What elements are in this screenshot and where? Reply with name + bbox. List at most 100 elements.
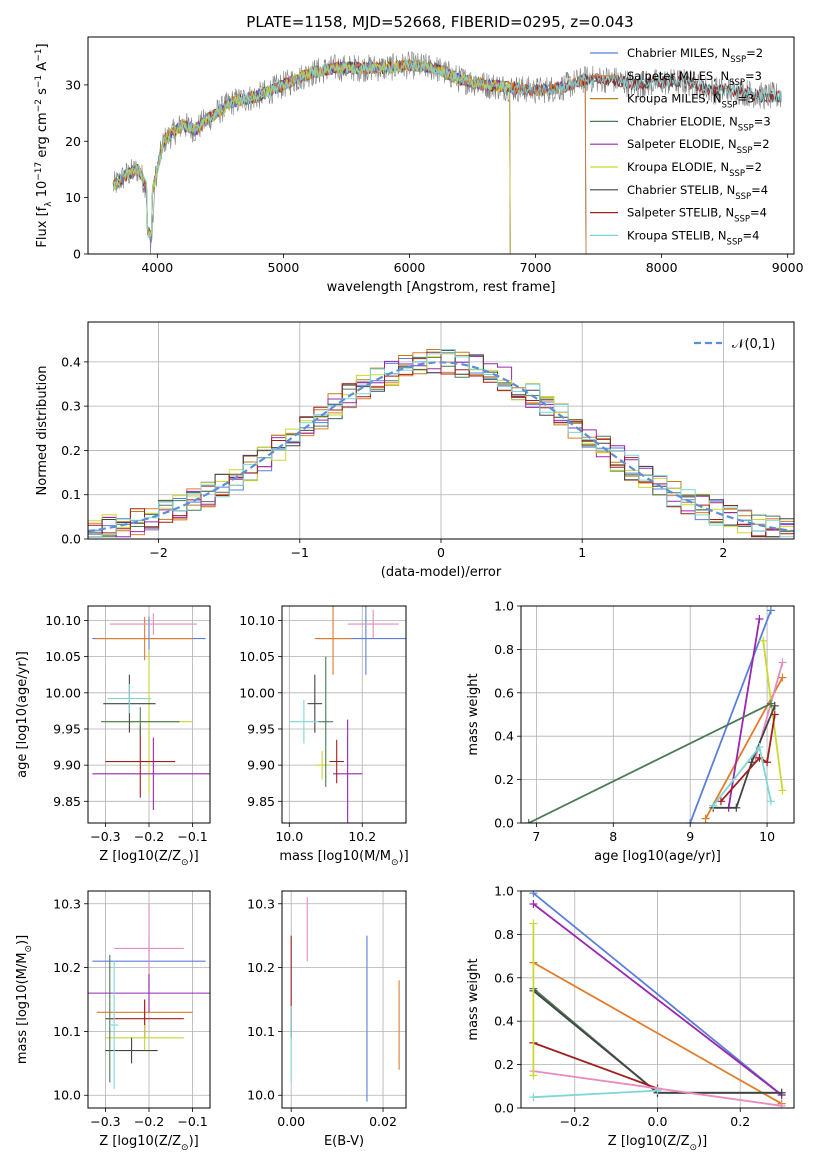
x-tick-label: 1 <box>578 545 586 560</box>
data-point <box>105 1037 158 1064</box>
point-marker <box>777 1101 786 1108</box>
x-tick-label: 10.0 <box>275 829 303 844</box>
weight-series <box>720 714 776 802</box>
weight-series <box>704 677 784 820</box>
point-marker <box>778 658 787 667</box>
y-tick-label: 1.0 <box>494 884 514 899</box>
panel-residuals: −2 −1 0 1 2 0.0 0.1 0.2 0.3 0.4 (data-model)/error… <box>35 321 795 580</box>
point-marker <box>763 758 772 767</box>
legend-label: Kroupa STELIB, NSSP=4 <box>627 228 759 247</box>
y-tick-label: 0.4 <box>61 354 81 369</box>
x-tick-label: −0.3 <box>90 1114 120 1129</box>
series-model <box>112 59 511 254</box>
point-marker <box>732 803 741 812</box>
reference-curve <box>88 361 794 533</box>
y-tick-label: 10.00 <box>239 685 275 700</box>
y-tick-label: 0.2 <box>494 772 514 787</box>
axis-label: age [log10(age/yr)] <box>15 651 30 778</box>
panel-mass_vs_Z: −0.3 −0.2 −0.1 10.0 10.1 10.2 10.3 Z [log10(Z/Z… <box>15 890 211 1153</box>
y-tick-label: 0.8 <box>494 642 514 657</box>
axes-frame <box>520 890 795 1109</box>
legend-label: Kroupa MILES, NSSP=3 <box>627 92 754 111</box>
y-tick-label: 0.0 <box>494 816 514 831</box>
y-tick-label: 0.3 <box>61 399 81 414</box>
point-marker <box>766 606 775 615</box>
x-tick-label: 7000 <box>520 260 552 275</box>
y-tick-label: 0.4 <box>494 729 514 744</box>
y-tick-label: 0.2 <box>494 1057 514 1072</box>
weight-series <box>762 640 784 791</box>
y-tick-label: 10.0 <box>247 1088 275 1103</box>
x-tick-label: 0.0 <box>648 1114 668 1129</box>
x-tick-label: 2 <box>719 545 727 560</box>
y-tick-label: 10.2 <box>53 960 81 975</box>
data-point <box>307 674 323 733</box>
legend: Chabrier MILES, NSSP=2 Salpeter MILES, NS… <box>590 46 771 247</box>
y-tick-label: 0.1 <box>61 487 81 502</box>
y-tick-label: 10.3 <box>53 896 81 911</box>
x-tick-label: −1 <box>291 545 309 560</box>
data-point <box>109 961 119 1089</box>
weight-series <box>533 1042 658 1090</box>
panel-age_vs_mass: 10.0 10.2 9.85 9.90 9.95 10.00 10.05 10.10 mass … <box>239 605 409 868</box>
axes-frame <box>87 890 211 1109</box>
y-tick-label: 10.10 <box>239 613 275 628</box>
weight-series <box>533 1089 658 1099</box>
y-tick-label: 10.1 <box>247 1024 275 1039</box>
legend-label: 𝒩(0,1) <box>732 337 775 352</box>
point-marker <box>524 819 533 823</box>
x-tick-label: 10 <box>759 829 775 844</box>
series-model <box>112 58 782 238</box>
y-tick-label: 30 <box>65 77 81 92</box>
x-tick-label: 0 <box>437 545 445 560</box>
y-tick-label: 10.05 <box>239 649 275 664</box>
data-point <box>105 954 115 1083</box>
axis-label: Z [log10(Z/Z⊙)] <box>99 849 198 868</box>
panel-weight_vs_age: 7 8 9 10 0.0 0.2 0.4 0.6 0.8 1.0 age [log10(age/yr… <box>466 599 795 864</box>
y-tick-label: 0.0 <box>61 532 81 547</box>
y-tick-label: 9.90 <box>247 758 275 773</box>
histogram-series <box>88 349 794 538</box>
x-tick-label: 4000 <box>141 260 173 275</box>
axis-label: Z [log10(Z/Z⊙)] <box>608 1134 707 1153</box>
y-tick-label: 0.6 <box>494 685 514 700</box>
legend-label: Chabrier ELODIE, NSSP=3 <box>627 114 771 133</box>
plot-area <box>290 897 400 1102</box>
data-point <box>105 725 176 798</box>
axis-label: Normed distribution <box>35 366 50 496</box>
y-tick-label: 0.2 <box>61 443 81 458</box>
figure-title: PLATE=1158, MJD=52668, FIBERID=0295, z=0… <box>246 13 633 31</box>
y-tick-label: 9.85 <box>53 794 81 809</box>
y-tick-label: 9.85 <box>247 794 275 809</box>
axes-frame <box>281 605 407 824</box>
point-marker <box>755 743 764 752</box>
weight-series <box>713 705 776 809</box>
plot-area <box>529 891 786 1108</box>
weight-series <box>528 702 772 823</box>
axes-frame <box>281 890 407 1109</box>
x-tick-label: 0.02 <box>369 1114 397 1129</box>
y-tick-label: 10.0 <box>53 1088 81 1103</box>
data-point <box>96 616 193 661</box>
axes-frame <box>520 605 795 824</box>
x-tick-label: 8000 <box>646 260 678 275</box>
legend-label: Chabrier STELIB, NSSP=4 <box>627 183 768 202</box>
legend-label: Chabrier MILES, NSSP=2 <box>627 46 763 65</box>
x-tick-label: 8 <box>609 829 617 844</box>
point-marker <box>529 891 538 898</box>
x-tick-label: 5000 <box>268 260 300 275</box>
axis-label: (data-model)/error <box>381 565 502 580</box>
x-tick-label: −2 <box>149 545 167 560</box>
weight-series <box>532 903 783 1096</box>
x-tick-label: 0.00 <box>277 1114 305 1129</box>
plot-area <box>88 903 210 1089</box>
plot-area <box>88 349 794 538</box>
data-point <box>289 700 319 744</box>
legend-label: Salpeter ELODIE, NSSP=2 <box>627 137 770 156</box>
x-tick-label: −0.2 <box>134 829 164 844</box>
y-tick-label: 10.2 <box>247 960 275 975</box>
point-marker <box>686 819 695 823</box>
point-marker <box>755 615 764 624</box>
x-tick-label: −0.2 <box>560 1114 590 1129</box>
weight-series <box>532 961 783 1105</box>
